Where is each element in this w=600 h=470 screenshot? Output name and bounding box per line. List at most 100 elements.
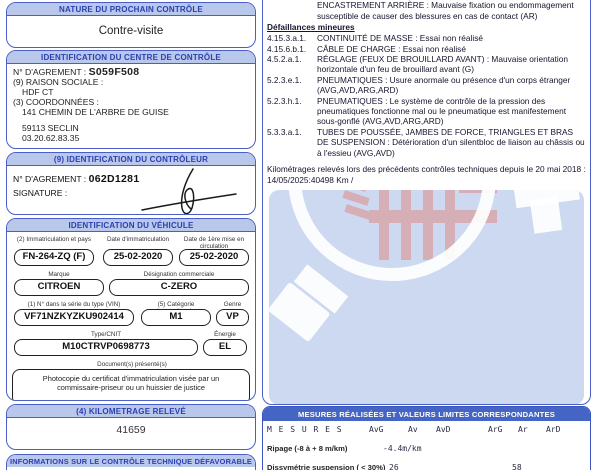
defect-code: 5.2.3.e.1. [267,74,302,85]
minor-defect-item: 5.2.3.e.1. PNEUMATIQUES : Usure anormale… [267,75,586,96]
km-history-line2: 14/05/2025:40498 Km / [267,174,354,185]
marque-label: Marque [48,271,70,278]
vehicle-box-row-3: VF71NZKYZKU902414 M1 VP [7,309,255,329]
date-immat-label: Date d'immatriculation [106,236,170,243]
section-unfavorable-info-header: INFORMATIONS SUR LE CONTRÔLE TECHNIQUE D… [7,455,255,467]
vin-value: VF71NZKYZKU902414 [14,309,134,326]
signature-scribble-icon [141,168,237,214]
defects-box: 6.1.1.c.2. PARE-CHOCS, PROTECTION LATÉRA… [262,0,591,405]
defect-text: CÂBLE DE CHARGE : Essai non réalisé [317,43,466,54]
measure-ripage-label: Ripage (-8 à + 8 m/km) [267,444,348,453]
controller-agrement-line: N° D'AGREMENT : 062D1281 [13,172,249,186]
section-mileage-header: (4) KILOMETRAGE RELEVÉ [7,405,255,418]
coordonnees-label: (3) COORDONNÉES : [13,97,99,107]
section-vehicle: IDENTIFICATION DU VÉHICULE (2) Immatricu… [6,218,256,401]
center-agrement-value: S059F508 [88,66,140,78]
date-circulation-value: 25-02-2020 [179,249,249,266]
vehicle-box-row-1: FN-264-ZQ (F) 25-02-2020 25-02-2020 [7,249,255,269]
section-measures: MESURES RÉALISÉES ET VALEURS LIMITES COR… [262,406,591,470]
measure-ripage-value: -4.4m/km [383,444,422,453]
marque-value: CITROEN [14,279,104,296]
plate-value: FN-264-ZQ (F) [14,249,94,266]
col-ard: ArD [546,425,561,434]
type-cnit-label: Type/CNIT [90,331,122,338]
magnifier-ring-icon [288,189,496,281]
vehicle-label-row-3: (1) N° dans la série du type (VIN) (5) C… [7,299,255,315]
minor-defects-header: Défaillances mineures [267,22,355,33]
col-av: Av [408,425,418,434]
defect-text: PNEUMATIQUES : Le système de contrôle de… [317,95,567,127]
defect-text: TUBES DE POUSSÉE, JAMBES DE FORCE, TRIAN… [317,126,585,158]
minor-defect-item: 5.3.3.a.1. TUBES DE POUSSÉE, JAMBES DE F… [267,127,586,158]
vehicle-box-row-4: M10CTRVP0698773 EL [7,339,255,359]
vin-label: (1) N° dans la série du type (VIN) [27,301,121,308]
section-next-control: NATURE DU PROCHAIN CONTRÔLE Contre-visit… [6,2,256,48]
vehicle-body: (2) Immatriculation et pays Date d'immat… [7,232,255,400]
section-unfavorable-info: INFORMATIONS SUR LE CONTRÔLE TECHNIQUE D… [6,454,256,470]
vehicle-label-row-2: Marque Désignation commerciale [7,269,255,279]
genre-label: Genre [223,301,242,308]
km-history-line1: Kilométrages relevés lors des précédents… [267,164,586,175]
col-avg: AvG [369,425,384,434]
center-address: 141 CHEMIN DE L'ARBRE DE GUISE [22,107,169,117]
minor-defects-list: 4.15.3.a.1. CONTINUITÉ DE MASSE : Essai … [267,33,586,158]
defect-code: 5.2.3.h.1. [267,95,302,106]
center-city: 59113 SECLIN [22,123,79,133]
categorie-value: M1 [141,309,211,326]
watermark-panel [269,189,584,404]
col-ar: Ar [518,425,528,434]
controller-agrement-label: N° D'AGREMENT : [13,174,87,184]
defect-code: 4.5.2.a.1. [267,54,302,65]
center-phone: 03.20.62.83.35 [22,133,80,143]
documents-value: Photocopie du certificat d'immatriculati… [12,369,250,400]
section-control-center-header: IDENTIFICATION DU CENTRE DE CONTRÔLE [7,51,255,64]
minor-defect-item: 5.2.3.h.1. PNEUMATIQUES : Le système de … [267,96,586,127]
mileage-value: 41659 [116,424,146,436]
measures-header: MESURES RÉALISÉES ET VALEURS LIMITES COR… [263,407,590,421]
measure-dissymetrie-av: 26 [389,463,399,470]
section-mileage: (4) KILOMETRAGE RELEVÉ 41659 [6,404,256,450]
energie-label: Énergie [214,331,236,338]
major-defect-item: 6.1.1.c.2. PARE-CHOCS, PROTECTION LATÉRA… [267,0,586,21]
designation-value: C-ZERO [109,279,249,296]
watermark-tool-shape2-icon [529,196,563,234]
section-controller-header: (9) IDENTIFICATION DU CONTRÔLEUR [7,153,255,166]
measure-dissymetrie-label: Dissymétrie suspension ( < 30%) [267,463,386,470]
next-control-value: Contre-visite [98,25,164,37]
center-agrement-line: N° D'AGREMENT : S059F508 [13,66,249,78]
defect-text: PARE-CHOCS, PROTECTION LATÉRALE ET DISPO… [317,0,574,21]
date-circulation-label: Date de 1ère mise en circulation [183,236,245,250]
minor-defect-item: 4.15.3.a.1. CONTINUITÉ DE MASSE : Essai … [267,33,586,43]
col-arg: ArG [488,425,503,434]
control-center-body: N° D'AGREMENT : S059F508 (9) RAISON SOCI… [7,64,255,146]
date-immat-value: 25-02-2020 [103,249,173,266]
vehicle-box-row-2: CITROEN C-ZERO [7,279,255,299]
signature-label: SIGNATURE : [13,188,68,198]
section-next-control-header: NATURE DU PROCHAIN CONTRÔLE [7,3,255,16]
plate-label: (2) Immatriculation et pays [16,236,92,243]
right-column: 6.1.1.c.2. PARE-CHOCS, PROTECTION LATÉRA… [262,0,592,470]
type-cnit-value: M10CTRVP0698773 [14,339,198,356]
controller-agrement-value: 062D1281 [88,173,140,185]
raison-sociale-label: (9) RAISON SOCIALE : [13,77,104,87]
center-agrement-label: N° D'AGREMENT : [13,67,87,77]
defect-text: RÉGLAGE (FEUX DE BROUILLARD AVANT) : Mau… [317,54,568,75]
measure-dissymetrie-ar: 58 [512,463,522,470]
defect-code: 4.15.6.b.1. [267,43,307,54]
defect-text: CONTINUITÉ DE MASSE : Essai non réalisé [317,33,483,44]
section-control-center: IDENTIFICATION DU CENTRE DE CONTRÔLE N° … [6,50,256,149]
section-vehicle-header: IDENTIFICATION DU VÉHICULE [7,219,255,232]
documents-label: Document(s) présenté(s) [97,361,167,368]
km-history: Kilométrages relevés lors des précédents… [267,164,586,185]
defect-code: 4.15.3.a.1. [267,33,307,44]
section-controller: (9) IDENTIFICATION DU CONTRÔLEUR N° D'AG… [6,152,256,215]
minor-defect-item: 4.15.6.b.1. CÂBLE DE CHARGE : Essai non … [267,44,586,54]
minor-defect-item: 4.5.2.a.1. RÉGLAGE (FEUX DE BROUILLARD A… [267,54,586,75]
raison-sociale-value: HDF CT [22,87,54,97]
vehicle-box-row-5: Photocopie du certificat d'immatriculati… [7,369,255,400]
vehicle-label-row-4: Type/CNIT Énergie [7,329,255,339]
measures-row-label: M E S U R E S [267,425,343,434]
measures-table: M E S U R E S AvG Av AvD ArG Ar ArD Ripa… [263,421,590,470]
energie-value: EL [203,339,247,356]
